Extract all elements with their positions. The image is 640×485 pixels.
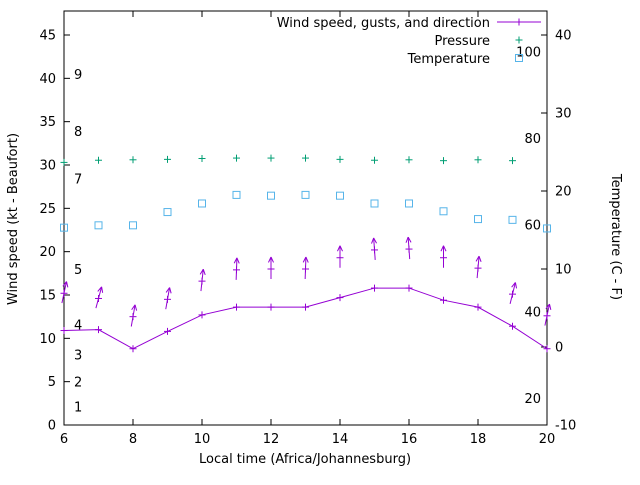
x-tick-label: 16 [401,432,418,447]
legend-label-pressure: Pressure [434,34,490,49]
y-left-tick-label: 20 [39,245,56,260]
wind-speed-series [60,284,551,353]
y-left-tick-label: 15 [39,289,56,304]
beaufort-label: 2 [74,376,82,391]
x-tick-label: 6 [60,432,68,447]
fahrenheit-label: 40 [524,305,541,320]
y-right-tick-label: 40 [555,29,572,44]
x-tick-label: 18 [470,432,487,447]
legend-label-temperature: Temperature [407,52,490,67]
x-axis-ticks: 6 8 10 12 14 16 18 20 [60,11,555,447]
beaufort-label: 9 [74,68,82,83]
y-axis-title-left: Wind speed (kt - Beaufort) [6,133,21,305]
legend-label-wind: Wind speed, gusts, and direction [277,16,490,31]
legend-glyphs [497,18,541,62]
y-left-tick-label: 10 [39,332,56,347]
y-axis-title-right: Temperature (C - F) [608,173,623,300]
y-left-tick-label: 25 [39,202,56,217]
temperature-series [60,190,551,233]
gust-direction-arrows [60,236,552,327]
y-right-tick-label: 0 [555,341,563,356]
beaufort-label: 1 [74,401,82,416]
y-left-tick-label: 0 [48,419,56,434]
fahrenheit-scale-labels: 20 40 60 80 100 [516,45,541,407]
fahrenheit-label: 100 [516,45,541,60]
y-left-tick-label: 5 [48,375,56,390]
beaufort-label: 7 [74,173,82,188]
y-left-tick-label: 30 [39,159,56,174]
x-tick-label: 8 [129,432,137,447]
fahrenheit-label: 60 [524,219,541,234]
y-right-tick-label: 30 [555,107,572,122]
right-axis-ticks: -10 0 10 20 30 40 [541,29,576,434]
x-axis-title: Local time (Africa/Johannesburg) [199,452,411,467]
plot-border [63,10,548,426]
x-tick-label: 20 [539,432,556,447]
x-tick-label: 12 [263,432,280,447]
y-left-tick-label: 35 [39,115,56,130]
chart-generated-content: 6 8 10 12 14 16 18 20051015202530354045-1001020… [39,10,576,447]
beaufort-label: 3 [74,349,82,364]
beaufort-scale-labels: 1 2 3 4 5 7 8 9 [74,68,82,416]
pressure-series [60,154,516,166]
y-left-tick-label: 40 [39,72,56,87]
fahrenheit-label: 20 [524,392,541,407]
beaufort-label: 8 [74,125,82,140]
y-right-tick-label: 10 [555,263,572,278]
fahrenheit-label: 80 [524,132,541,147]
y-left-tick-label: 45 [39,29,56,44]
y-right-tick-label: 20 [555,185,572,200]
y-right-tick-label: -10 [555,419,576,434]
x-tick-label: 14 [332,432,349,447]
beaufort-label: 4 [74,318,82,333]
beaufort-label: 5 [74,263,82,278]
x-tick-label: 10 [194,432,211,447]
left-axis-ticks: 0 5 10 15 20 25 30 35 40 45 [39,29,70,434]
